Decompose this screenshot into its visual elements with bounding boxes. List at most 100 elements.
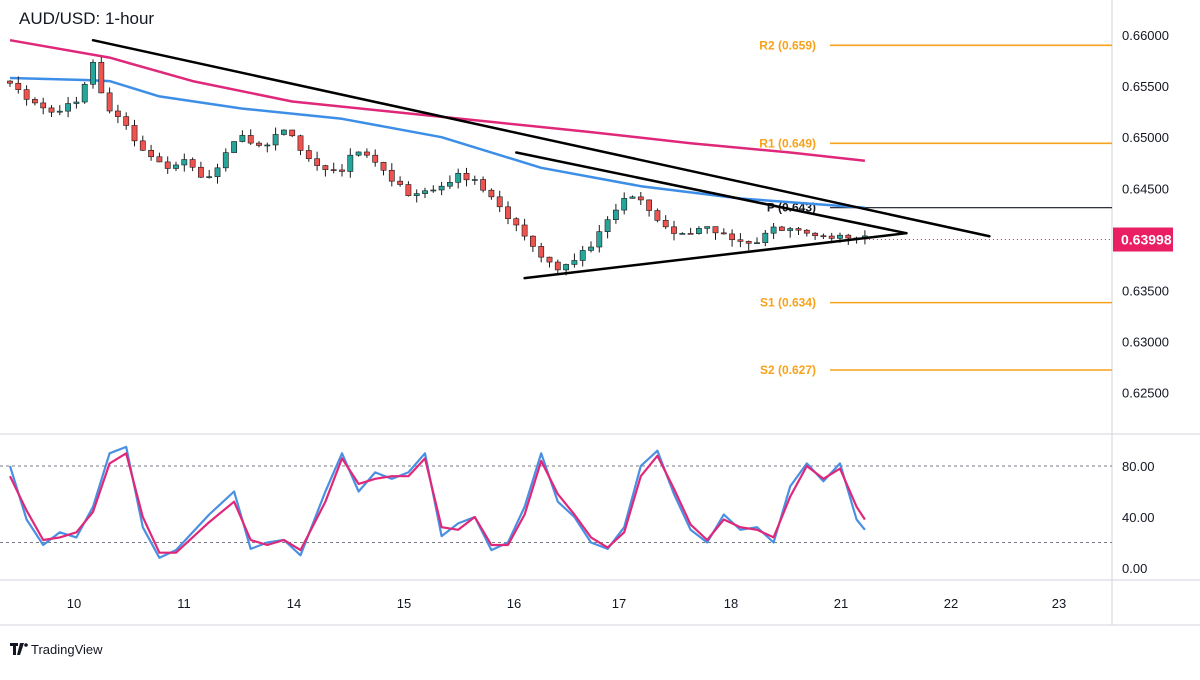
candle-body [164,161,171,169]
candle-body [546,256,553,263]
candle-body [347,154,354,172]
candle-body [206,176,213,178]
candle-body [513,218,520,226]
price-tick-label: 0.62500 [1122,385,1169,400]
time-tick-label: 10 [67,596,81,611]
candle-body [579,250,586,261]
stochastic-axis: 80.00 40.00 0.00 [1122,459,1155,576]
candle-body [463,172,470,181]
candle-body [604,219,611,232]
tradingview-logo-icon [10,643,28,655]
candle-body [737,239,744,242]
candle-body [621,198,628,211]
candle-body [405,184,412,196]
candle-body [231,141,237,153]
candle-body [762,232,769,244]
candle-body [695,228,702,234]
candle-body [471,179,478,181]
pivot-label: R1 (0.649) [759,136,816,150]
price-tick-label: 0.64500 [1122,181,1169,196]
brand: TradingView [10,642,103,657]
candle-body [81,83,88,103]
candle-body [845,234,852,239]
time-tick-label: 14 [287,596,301,611]
candle-body [754,242,760,245]
candle-body [181,159,188,166]
candle-body [214,167,221,177]
candle-body [322,165,329,170]
time-tick-label: 17 [612,596,626,611]
candle-body [247,135,254,144]
candle-body [712,226,719,234]
stoch-d-line [9,452,866,554]
pivot-label: S1 (0.634) [760,296,816,310]
candle-body [538,246,545,258]
last-price-label: 0.63998 [1121,232,1172,248]
candle-body [264,144,271,147]
candle-body [198,166,204,178]
price-tick-label: 0.65500 [1122,79,1169,94]
candle-body [480,179,486,191]
candle-body [380,161,387,171]
candle-body [729,233,735,241]
time-axis[interactable]: 10 11 14 15 16 17 18 21 22 23 [67,596,1066,611]
candle-body [256,142,262,146]
candle-body [330,169,337,171]
candle-body [305,150,312,160]
candle-body [31,99,38,104]
time-tick-label: 22 [944,596,958,611]
price-tick-label: 0.66000 [1122,28,1169,43]
trendline [91,38,991,238]
stoch-tick-label: 80.00 [1122,459,1155,474]
time-tick-label: 23 [1052,596,1066,611]
candle-body [671,226,677,234]
candle-body [139,140,146,151]
price-tick-label: 0.63500 [1122,283,1169,298]
candle-body [123,116,130,126]
candle-body [704,226,711,229]
candle-body [596,231,603,248]
candle-body [745,241,752,244]
candle-body [446,182,453,187]
candle-body [646,199,652,211]
trendlines [91,38,1112,280]
candle-body [496,196,503,208]
candle-body [339,169,345,172]
candle-body [637,196,644,201]
candle-body [430,189,437,192]
candle-body [15,82,22,90]
candle-body [438,185,445,191]
candle-body [156,156,163,163]
brand-name: TradingView [31,642,103,657]
candle-body [422,190,428,194]
candle-body [115,110,121,117]
candle-body [106,92,113,112]
time-tick-label: 11 [177,596,191,611]
candle-body [662,220,669,228]
candle-body [563,264,569,271]
candle-body [355,151,362,156]
candle-body [770,226,777,234]
candle-body [289,129,296,137]
candle-body [529,235,536,247]
candle-body [297,135,304,151]
candle-body [173,164,179,169]
time-tick-label: 18 [724,596,738,611]
candle-body [455,172,462,183]
candle-body [397,180,403,185]
candle-body [372,154,379,163]
candle-body [189,159,196,168]
candle-body [679,233,686,235]
candle-body [687,233,694,235]
price-tick-label: 0.65000 [1122,130,1169,145]
candle-body [363,151,370,156]
candle-body [7,80,13,84]
candle-body [314,158,320,166]
candle-body [23,89,30,100]
pivot-label: R2 (0.659) [759,38,816,52]
time-tick-label: 21 [834,596,848,611]
candle-body [48,107,55,113]
